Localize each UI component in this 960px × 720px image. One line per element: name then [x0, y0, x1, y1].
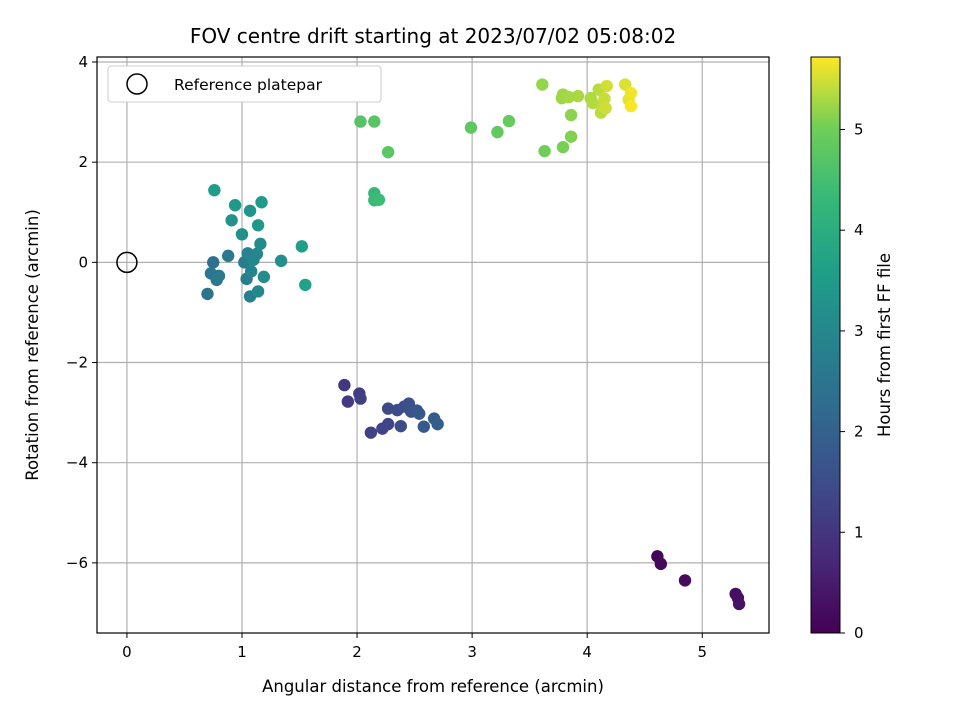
data-point: [250, 247, 264, 261]
data-point: [295, 240, 309, 253]
legend-box: [107, 65, 382, 103]
data-point: [243, 204, 257, 217]
reference-marker: [116, 251, 138, 274]
data-point: [251, 219, 265, 232]
y-tick-label: −2: [66, 354, 88, 372]
colorbar-tick-label: 5: [854, 121, 864, 139]
y-tick-label: 4: [78, 53, 88, 71]
data-point: [354, 392, 367, 405]
data-point: [598, 92, 611, 105]
y-tick-label: 2: [78, 153, 88, 171]
data-point: [571, 89, 585, 103]
data-point: [368, 115, 381, 128]
data-point: [201, 287, 214, 301]
data-point: [381, 145, 395, 159]
data-point: [208, 184, 221, 197]
data-point: [564, 130, 578, 143]
data-point: [394, 419, 407, 433]
data-point: [221, 249, 235, 263]
data-point: [257, 270, 271, 284]
data-point: [274, 254, 288, 268]
data-point: [624, 86, 638, 100]
data-points: [116, 78, 746, 611]
x-tick-label: 0: [122, 643, 132, 661]
data-point: [225, 214, 238, 227]
y-tick-label: 0: [78, 253, 88, 271]
x-tick-label: 4: [582, 643, 592, 661]
data-point: [372, 193, 386, 206]
x-tick-label: 3: [467, 643, 477, 661]
legend: Reference platepar: [107, 65, 382, 103]
data-point: [538, 144, 551, 158]
data-point: [654, 557, 668, 571]
data-point: [562, 90, 575, 104]
data-point: [464, 121, 478, 134]
data-point: [556, 140, 570, 154]
grid-lines: [97, 57, 769, 633]
data-point: [251, 285, 265, 298]
data-point: [244, 265, 258, 278]
data-point: [228, 199, 242, 212]
y-tick-label: −6: [66, 554, 88, 572]
data-point: [212, 269, 226, 283]
data-point: [338, 378, 351, 392]
x-tick-label: 2: [352, 643, 362, 661]
colorbar-label: Hours from first FF file: [875, 253, 894, 437]
colorbar-tick-label: 4: [854, 221, 864, 239]
data-point: [381, 417, 395, 431]
data-point: [364, 426, 378, 439]
data-point: [624, 99, 638, 113]
y-axis-label: Rotation from reference (arcmin): [23, 209, 42, 481]
data-point: [381, 402, 395, 415]
data-point: [255, 196, 268, 209]
colorbar-tick-label: 2: [854, 423, 864, 441]
data-point: [235, 228, 249, 241]
data-point: [491, 125, 504, 139]
data-point: [564, 108, 578, 122]
data-point: [586, 96, 600, 110]
x-axis-label: Angular distance from reference (arcmin): [262, 677, 604, 696]
data-point: [536, 78, 549, 91]
data-point: [600, 79, 613, 93]
colorbar-gradient: [810, 56, 841, 634]
plot-area-frame: [96, 56, 770, 634]
data-point: [599, 101, 612, 115]
legend-label-reference: Reference platepar: [174, 76, 323, 94]
colorbar-tick-label: 1: [854, 523, 864, 541]
x-tick-label: 5: [697, 643, 707, 661]
data-point: [207, 256, 220, 269]
data-point: [412, 407, 426, 420]
data-point: [678, 574, 692, 587]
data-point: [417, 420, 430, 433]
legend-marker-reference: [126, 73, 148, 95]
axis-ticks: 0 1 2 3 4 5 −6 −4 −2 0 2 4: [66, 53, 707, 661]
colorbar-tick-label: 3: [854, 322, 864, 340]
data-point: [299, 278, 312, 292]
colorbar-tick-label: 0: [854, 624, 864, 642]
colorbar-ticks: 0 1 2 3 4 5: [840, 121, 864, 642]
colorbar: 0 1 2 3 4 5 Hours from first FF file: [810, 56, 894, 642]
data-point: [502, 114, 516, 128]
chart-title: FOV centre drift starting at 2023/07/02 …: [190, 24, 676, 48]
data-point: [254, 237, 267, 251]
data-point: [341, 395, 355, 408]
data-point: [732, 597, 746, 611]
data-point: [431, 417, 444, 431]
y-tick-label: −4: [66, 454, 88, 472]
x-tick-label: 1: [237, 643, 247, 661]
data-point: [354, 115, 367, 128]
